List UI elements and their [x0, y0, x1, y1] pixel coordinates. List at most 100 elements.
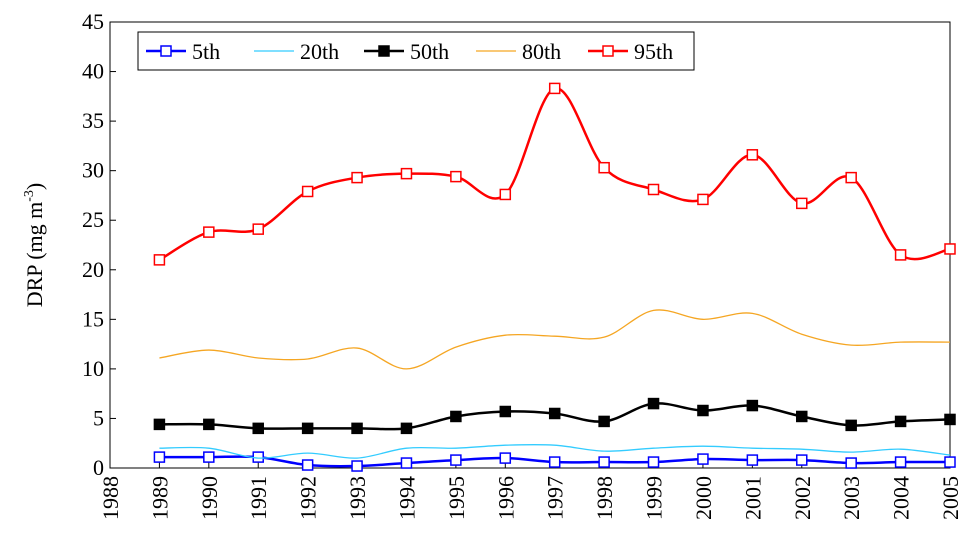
- x-tick-label: 1994: [394, 476, 419, 520]
- legend-marker: [602, 45, 614, 57]
- y-tick-label: 45: [82, 9, 104, 34]
- point: [252, 422, 264, 435]
- point: [944, 456, 956, 468]
- x-tick-label: 2001: [740, 476, 765, 520]
- x-tick-label: 1995: [444, 476, 469, 520]
- point: [746, 399, 759, 412]
- point: [697, 453, 709, 465]
- point: [746, 454, 759, 466]
- point: [400, 422, 413, 435]
- point: [845, 457, 857, 469]
- y-tick-label: 15: [82, 306, 104, 331]
- point: [796, 454, 808, 466]
- point: [796, 410, 808, 423]
- point: [548, 407, 561, 420]
- y-tick-label: 35: [82, 108, 104, 133]
- x-tick-label: 1996: [493, 476, 518, 520]
- point: [845, 419, 857, 432]
- point: [252, 223, 264, 235]
- point: [450, 410, 462, 423]
- point: [450, 454, 462, 466]
- point: [153, 254, 166, 266]
- y-tick-label: 30: [82, 158, 104, 183]
- point: [351, 460, 363, 472]
- legend-item: 20th: [254, 39, 339, 64]
- series-line: [159, 443, 951, 459]
- y-label-suffix: ): [22, 183, 47, 190]
- point: [450, 170, 462, 183]
- x-tick-label: 1990: [197, 476, 222, 520]
- point: [400, 167, 413, 180]
- x-tick-label: 1988: [98, 476, 123, 520]
- point: [203, 226, 215, 238]
- point: [400, 457, 413, 469]
- x-tick-label: 1999: [642, 476, 667, 520]
- point: [894, 456, 907, 468]
- y-tick-label: 0: [93, 455, 104, 480]
- legend-label: 80th: [522, 39, 561, 64]
- point: [894, 415, 907, 428]
- x-tick-label: 2002: [790, 476, 815, 520]
- legend-label: 5th: [192, 39, 220, 64]
- x-tick-label: 1991: [246, 476, 271, 520]
- legend-item: 95th: [588, 39, 673, 64]
- point: [697, 193, 709, 206]
- point: [301, 422, 314, 435]
- point: [499, 452, 512, 464]
- series-line: [159, 309, 951, 370]
- point: [697, 404, 709, 417]
- legend-item: 50th: [364, 39, 449, 64]
- point: [647, 397, 660, 410]
- y-axis-label: DRP (mg m-3): [22, 183, 47, 308]
- y-tick-label: 40: [82, 59, 104, 84]
- x-tick-label: 2000: [691, 476, 716, 520]
- plot-frame: [109, 21, 951, 469]
- x-tick-label: 2004: [889, 476, 914, 520]
- point: [499, 405, 512, 418]
- y-tick-label: 10: [82, 356, 104, 381]
- point: [598, 161, 610, 174]
- x-tick-label: 2005: [938, 476, 963, 520]
- point: [153, 451, 166, 463]
- legend-item: 80th: [476, 39, 561, 64]
- series-line: [158, 87, 951, 261]
- point: [944, 413, 956, 426]
- point: [796, 197, 808, 210]
- y-tick-label: 5: [93, 405, 104, 430]
- point: [301, 185, 314, 198]
- point: [548, 82, 561, 95]
- x-tick-label: 1998: [592, 476, 617, 520]
- y-label-sup: -3: [22, 190, 37, 202]
- legend-label: 50th: [410, 39, 449, 64]
- y-label-text: DRP (mg m: [22, 202, 47, 308]
- point: [548, 456, 561, 468]
- legend-item: 5th: [146, 39, 220, 64]
- point: [746, 149, 759, 161]
- point: [351, 422, 363, 435]
- point: [499, 188, 512, 201]
- legend-label: 20th: [300, 39, 339, 64]
- point: [845, 171, 857, 184]
- legend: 5th 20th 50th 80th 95th: [137, 31, 695, 71]
- point: [944, 243, 956, 255]
- x-tick-label: 2003: [839, 476, 864, 520]
- point: [203, 451, 215, 463]
- legend-label: 95th: [634, 39, 673, 64]
- y-tick-label: 25: [82, 207, 104, 232]
- legend-marker: [378, 45, 390, 57]
- legend-marker: [160, 45, 172, 57]
- point: [252, 451, 264, 463]
- y-tick-label: 20: [82, 257, 104, 282]
- x-tick-label: 1997: [543, 476, 568, 520]
- x-tick-label: 1992: [296, 476, 321, 520]
- point: [203, 418, 215, 431]
- point: [598, 415, 610, 428]
- x-tick-label: 1993: [345, 476, 370, 520]
- point: [351, 171, 363, 184]
- point: [598, 456, 610, 468]
- point: [647, 456, 660, 468]
- point: [301, 459, 314, 471]
- point: [153, 418, 166, 431]
- point: [894, 249, 907, 261]
